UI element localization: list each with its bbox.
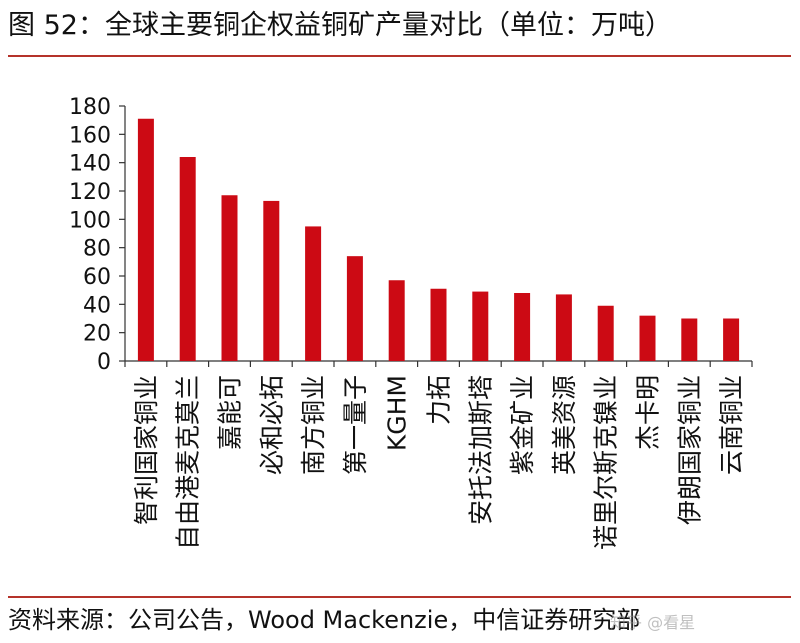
category-label: 嘉能可 (216, 375, 245, 450)
title-divider (8, 55, 791, 57)
category-label: 自由港麦克莫兰 (174, 375, 203, 550)
category-label: 南方铜业 (299, 375, 328, 475)
bar (263, 200, 280, 361)
bar (346, 256, 363, 361)
y-tick-label: 40 (83, 293, 111, 318)
y-tick-label: 140 (69, 152, 111, 177)
source-note: 资料来源：公司公告，Wood Mackenzie，中信证券研究部 (8, 606, 641, 634)
category-label: 杰卡明 (634, 375, 663, 450)
category-label: 力拓 (425, 375, 454, 425)
bar (723, 318, 740, 361)
bars (137, 118, 740, 361)
category-label: 英美资源 (550, 375, 579, 475)
chart-title: 图 52：全球主要铜企权益铜矿产量对比（单位：万吨） (8, 10, 672, 41)
y-tick-label: 20 (83, 322, 111, 347)
bar (305, 226, 322, 361)
category-label: 伊朗国家铜业 (675, 375, 704, 525)
y-tick-label: 180 (69, 95, 111, 120)
watermark: 知乎 @看星 (610, 613, 696, 632)
bar (555, 294, 572, 361)
bar (472, 291, 489, 361)
bar (388, 280, 405, 361)
bar (430, 288, 447, 361)
bar (597, 305, 614, 361)
y-tick-label: 80 (83, 237, 111, 262)
category-label: KGHM (383, 375, 412, 451)
y-tick-label: 160 (69, 123, 111, 148)
y-tick-label: 60 (83, 265, 111, 290)
bar (639, 315, 656, 361)
y-tick-label: 120 (69, 180, 111, 205)
x-axis-labels: 智利国家铜业 自由港麦克莫兰 嘉能可 必和必拓 南方铜业 第一量子 KGHM 力拓 安托法加斯塔… (132, 375, 746, 550)
y-tick-label: 100 (69, 208, 111, 233)
bar-chart: 0 20 40 60 80 100 120 140 160 180 智利国家铜业 自由港麦克莫兰 嘉能… (69, 95, 753, 550)
category-label: 诺里尔斯克镍业 (592, 375, 621, 550)
category-label: 智利国家铜业 (132, 375, 161, 525)
source-divider (8, 596, 791, 598)
category-label: 紫金矿业 (508, 375, 537, 475)
category-label: 必和必拓 (257, 375, 286, 475)
category-label: 第一量子 (341, 375, 370, 475)
y-tick-label: 0 (97, 350, 111, 375)
bar (137, 118, 154, 361)
y-axis: 0 20 40 60 80 100 120 140 160 180 (69, 95, 753, 375)
bar (514, 293, 531, 361)
bar (221, 195, 238, 361)
category-label: 安托法加斯塔 (466, 375, 495, 525)
bar (179, 157, 196, 361)
bar (681, 318, 698, 361)
category-label: 云南铜业 (717, 375, 746, 475)
